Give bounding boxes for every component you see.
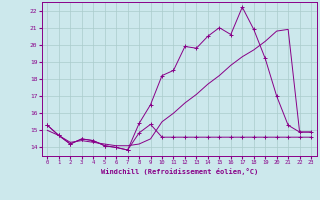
X-axis label: Windchill (Refroidissement éolien,°C): Windchill (Refroidissement éolien,°C): [100, 168, 258, 175]
